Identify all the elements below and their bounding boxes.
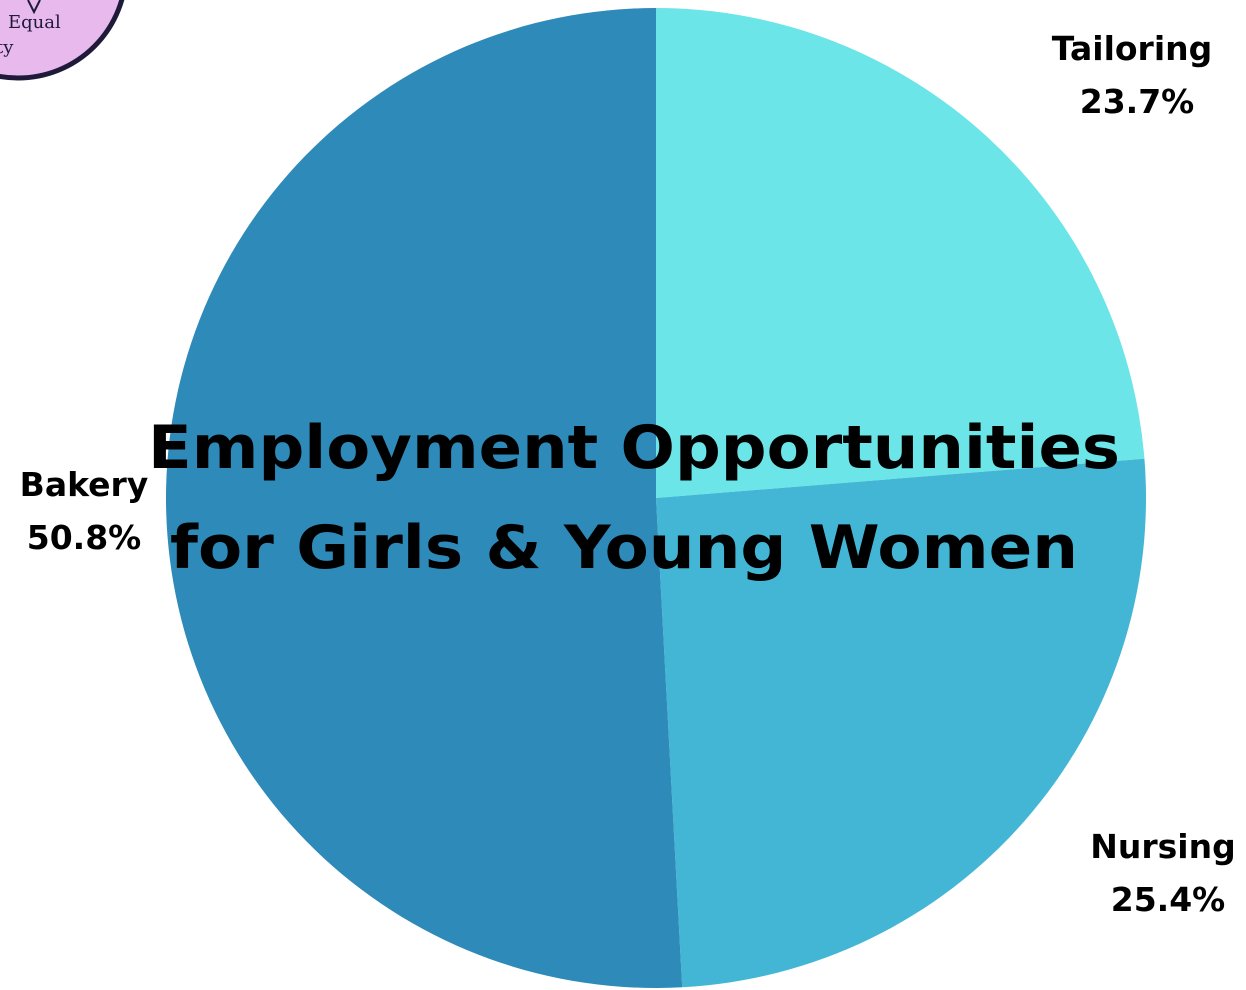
chart-title-line1: Employment Opportunities: [148, 413, 1120, 483]
pie-slice-nursing: [656, 458, 1147, 988]
pie-slice-bakery: [165, 8, 683, 988]
chart-title-line2: for Girls & Young Women: [170, 513, 1078, 583]
slice-label-nursing-name: Nursing: [1090, 827, 1235, 866]
slice-label-tailoring-name: Tailoring: [1052, 29, 1213, 68]
logo-text-line1: Equal: [8, 12, 61, 33]
pie-slice-tailoring: [656, 8, 1145, 498]
logo-text-line2: ty: [0, 37, 14, 58]
logo-circle: [0, 0, 125, 81]
logo-figure-icon: [27, 0, 41, 15]
pie-slices: [165, 8, 1147, 988]
slice-label-nursing-value: 25.4%: [1111, 880, 1226, 919]
slice-labels: Tailoring 23.7% Nursing 25.4% Bakery 50.…: [20, 29, 1236, 919]
slice-label-bakery-value: 50.8%: [27, 518, 142, 557]
logo-badge: Equal ty: [0, 0, 125, 81]
chart-title: Employment Opportunities for Girls & You…: [148, 413, 1120, 583]
slice-label-tailoring-value: 23.7%: [1080, 82, 1195, 121]
slice-label-bakery-name: Bakery: [20, 465, 149, 504]
